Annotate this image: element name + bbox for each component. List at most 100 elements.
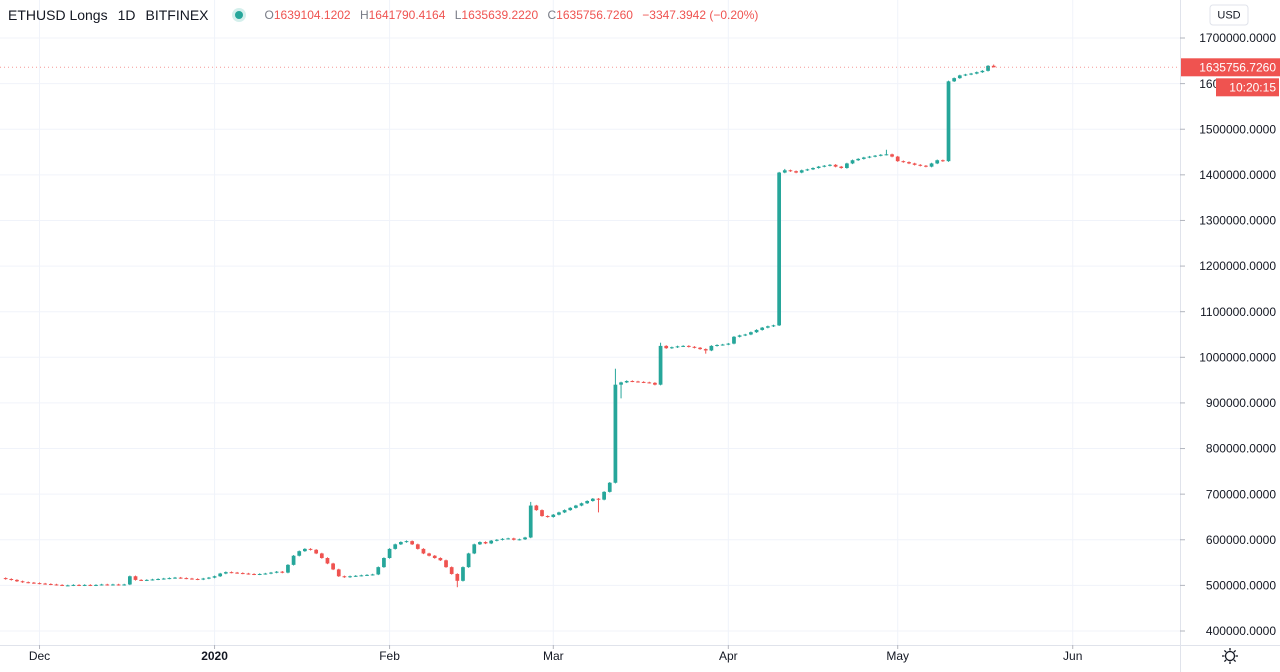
currency-label[interactable]: USD — [1217, 9, 1240, 21]
y-tick-label: 1500000.0000 — [1199, 122, 1276, 136]
candle-body — [212, 576, 217, 578]
candle-body — [359, 575, 364, 577]
legend-header: ETHUSD Longs 1D BITFINEX O1639104.1202 H… — [8, 7, 758, 23]
x-tick-label: Apr — [719, 649, 738, 663]
candle-body — [438, 558, 443, 561]
currency-button[interactable] — [1209, 4, 1249, 26]
candle-body — [963, 74, 968, 76]
candle-body — [286, 564, 290, 573]
candle-body — [794, 171, 798, 173]
candle-body — [517, 539, 522, 541]
candle-body — [387, 548, 392, 559]
candle-body — [472, 544, 477, 554]
candle-body — [907, 162, 911, 164]
candle-body — [607, 482, 612, 492]
symbol: ETHUSD Longs — [8, 7, 108, 23]
candle-body — [839, 166, 844, 169]
high-key: H — [359, 8, 369, 22]
candle-body — [878, 154, 883, 156]
settings-icon[interactable] — [1222, 648, 1238, 664]
candle-body — [935, 160, 940, 164]
candle-body — [263, 573, 268, 575]
candle-body — [929, 163, 934, 167]
candle-body — [48, 584, 53, 586]
candle-body — [833, 164, 838, 167]
candle-body — [822, 165, 827, 167]
candle-body — [178, 577, 183, 579]
candle-body — [99, 584, 104, 586]
interval: 1D — [117, 7, 136, 23]
candle-body — [562, 510, 567, 513]
candle-body — [754, 329, 759, 333]
x-tick-label: Dec — [29, 649, 50, 663]
price-label-box — [1181, 58, 1280, 77]
candle-body — [698, 347, 702, 350]
candle-body — [675, 346, 680, 348]
candle-body — [156, 578, 160, 580]
candle-body — [161, 578, 166, 580]
candle-body — [280, 571, 285, 573]
candle-body — [54, 584, 59, 586]
candle-body — [811, 168, 815, 170]
candle-body — [957, 75, 962, 79]
candle-body — [218, 573, 223, 577]
candle-body — [37, 583, 42, 585]
candle-body — [365, 574, 369, 576]
candle-body — [494, 539, 499, 541]
candle-body — [986, 65, 990, 71]
candle-body — [980, 70, 985, 73]
candle-body — [856, 158, 861, 161]
y-tick-label: 1700000.0000 — [1199, 31, 1276, 45]
candle-body — [195, 578, 200, 580]
candle-body — [500, 538, 505, 540]
candle-body — [3, 578, 8, 580]
y-tick-label: 500000.0000 — [1206, 579, 1276, 593]
candle-body — [528, 505, 533, 538]
y-tick-label: 800000.0000 — [1206, 442, 1276, 456]
candle-body — [540, 510, 544, 517]
y-tick-label: 700000.0000 — [1206, 487, 1276, 501]
candle-body — [551, 514, 556, 517]
candle-body — [557, 512, 561, 515]
candle-body — [523, 537, 527, 540]
candle-body — [624, 381, 629, 383]
candle-body — [139, 579, 144, 581]
candle-body — [461, 567, 465, 581]
candle-body — [88, 584, 93, 586]
exchange: BITFINEX — [145, 7, 209, 23]
y-tick-label: 400000.0000 — [1206, 624, 1276, 638]
candle-body — [946, 81, 951, 162]
x-tick-label: Jun — [1063, 649, 1082, 663]
candle-body — [393, 544, 398, 549]
candle-body — [670, 347, 674, 349]
candle-body — [455, 573, 460, 581]
candle-body — [743, 334, 748, 336]
candle-body — [653, 382, 657, 385]
candle-body — [720, 344, 725, 346]
candle-body — [579, 503, 584, 506]
candle-body — [398, 542, 403, 545]
change-value: −3347.3942 (−0.20%) — [642, 8, 759, 22]
candle-body — [105, 584, 110, 586]
y-tick-label: 900000.0000 — [1206, 396, 1276, 410]
x-tick-label: May — [886, 649, 909, 663]
candle-body — [144, 579, 149, 581]
candle-body — [782, 170, 787, 173]
candle-body — [190, 578, 194, 580]
candle-body — [765, 326, 770, 328]
candle-body — [602, 491, 606, 500]
candle-body — [641, 381, 646, 383]
candle-body — [686, 345, 691, 347]
candle-body — [788, 170, 793, 172]
y-tick-label: 600000.0000 — [1206, 533, 1276, 547]
candle-body — [709, 345, 714, 351]
candle-body — [331, 563, 335, 570]
candle-body — [421, 548, 426, 554]
candle-body — [777, 172, 782, 326]
x-tick-label: Feb — [379, 649, 400, 663]
candle-body — [534, 505, 539, 511]
candle-body — [506, 538, 510, 540]
candle-body — [325, 558, 330, 564]
candle-body — [941, 160, 945, 162]
